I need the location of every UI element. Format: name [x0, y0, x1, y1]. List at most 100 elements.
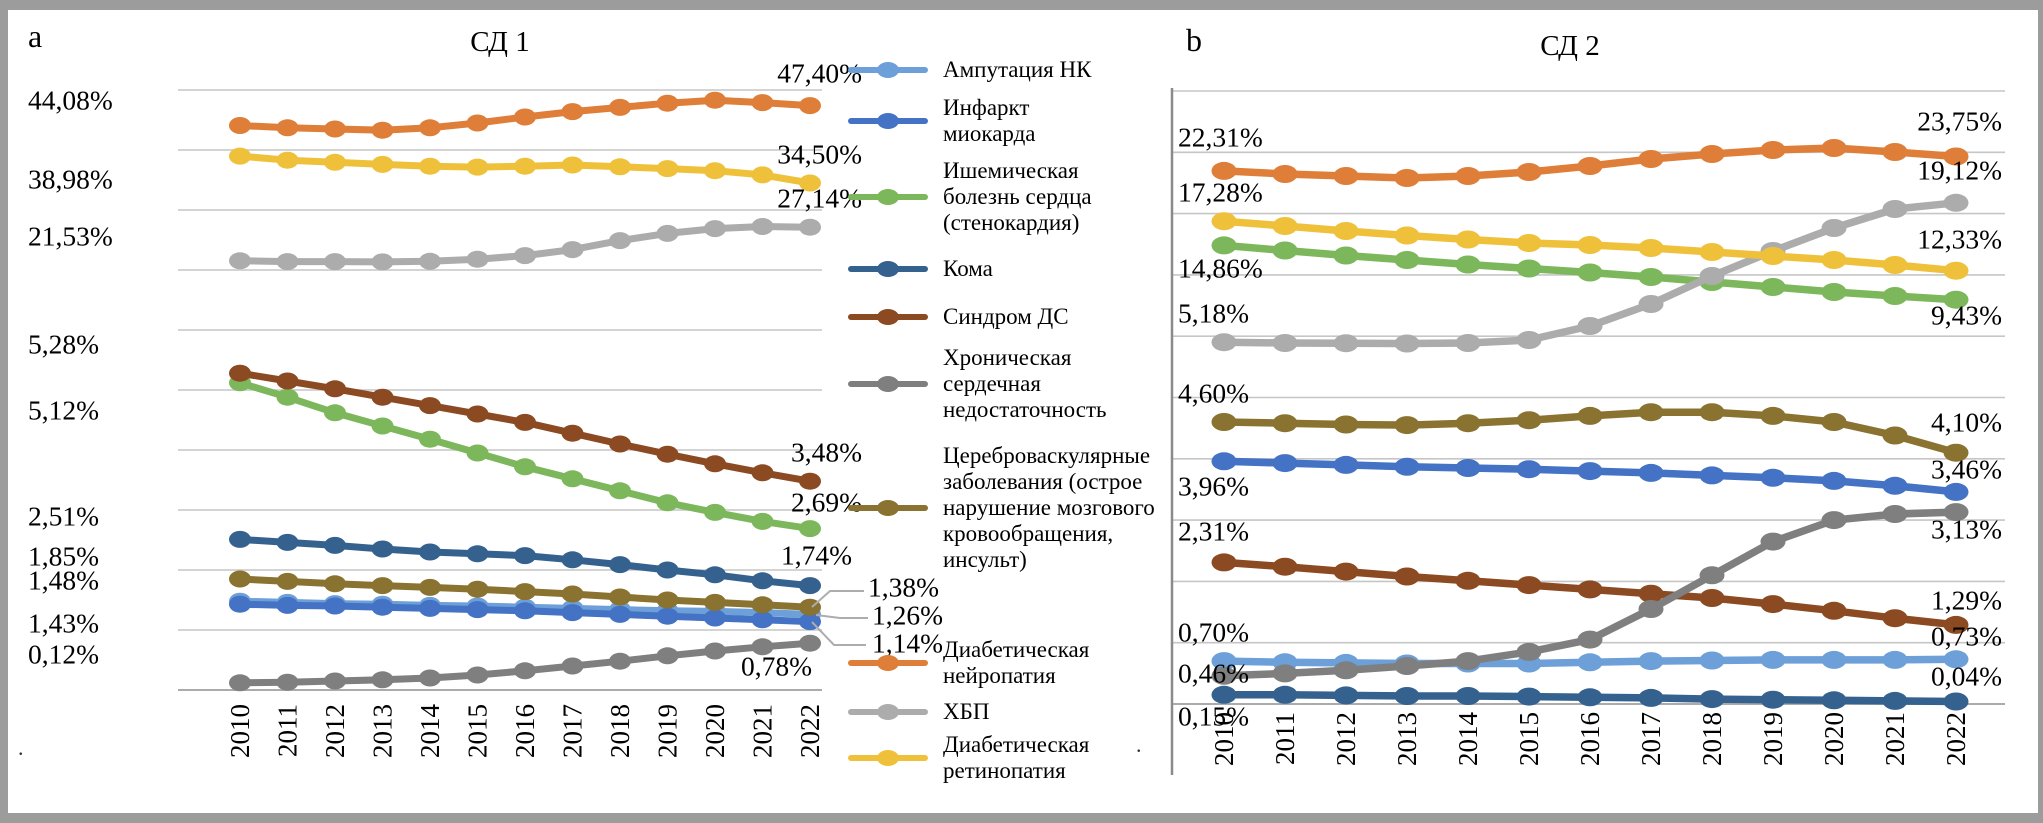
- x-axis-label-a: 2021: [748, 704, 778, 758]
- data-point-cvd: [751, 596, 774, 614]
- value-label-dfs-start: 5,28%: [28, 328, 99, 359]
- value-label-dfs-end: 1,29%: [1931, 584, 2002, 615]
- data-point-ckd: [371, 253, 394, 271]
- data-point-chf: [1211, 666, 1237, 685]
- data-point-dfs: [1272, 557, 1298, 576]
- x-axis-label-a: 2017: [558, 704, 588, 758]
- label-leader-line: [815, 614, 868, 619]
- legend-label: Цереброваскулярные заболевания (острое н…: [943, 443, 1155, 572]
- data-point-dfs: [229, 364, 251, 382]
- data-point-ckd: [561, 241, 584, 259]
- series-cvd-b: [1211, 403, 1969, 462]
- data-point-cvd: [1333, 415, 1359, 434]
- panel-b-letter: b: [1186, 22, 1202, 58]
- data-point-infarction: [1882, 476, 1908, 495]
- data-point-neuropathy: [276, 119, 299, 137]
- data-point-infarction: [561, 604, 584, 622]
- data-point-retinopathy: [419, 157, 441, 175]
- x-axis-label-b: 2010: [1209, 712, 1239, 766]
- value-label-cvd-end: 4,10%: [1931, 406, 2002, 437]
- data-point-coma: [1272, 685, 1298, 704]
- data-point-ckd: [704, 220, 726, 238]
- data-point-ihd: [371, 417, 394, 435]
- data-point-ckd: [1699, 267, 1725, 285]
- data-point-neuropathy: [371, 121, 394, 139]
- data-point-chf: [466, 666, 489, 684]
- value-label-amputation-end: 0,73%: [1931, 620, 2002, 651]
- series-infarction-b: [1211, 452, 1969, 501]
- data-point-ckd: [276, 253, 299, 271]
- x-axis-label-b: 2022: [1941, 712, 1971, 766]
- data-point-coma: [419, 543, 441, 561]
- series-dfs-b: [1211, 553, 1969, 634]
- data-point-retinopathy: [1943, 261, 1969, 280]
- data-point-ckd: [229, 252, 251, 270]
- data-point-neuropathy: [229, 117, 251, 134]
- data-point-chf: [1333, 661, 1359, 680]
- data-point-chf: [514, 662, 536, 680]
- data-point-dfs: [1516, 576, 1542, 595]
- data-point-ihd: [1272, 241, 1298, 260]
- data-point-coma: [1394, 687, 1420, 705]
- data-point-coma: [751, 572, 774, 590]
- x-axis-label-b: 2012: [1331, 712, 1361, 766]
- value-label-retinopathy-start: 17,28%: [1178, 176, 1263, 207]
- data-point-coma: [561, 551, 584, 569]
- data-point-retinopathy: [1211, 212, 1237, 231]
- data-point-dfs: [1577, 580, 1603, 599]
- data-point-dfs: [561, 424, 584, 442]
- artifact-dot-right: .: [1136, 732, 1142, 757]
- data-point-amputation: [1943, 650, 1969, 669]
- data-point-coma: [1211, 685, 1237, 704]
- data-point-coma: [371, 540, 394, 558]
- legend-item-neuropathy: Диабетическая нейропатия: [848, 637, 1165, 689]
- data-point-neuropathy: [799, 97, 821, 115]
- value-label-ckd-end: 19,12%: [1917, 154, 2002, 185]
- data-point-ihd: [751, 512, 774, 530]
- data-point-amputation: [1211, 652, 1237, 671]
- value-label-cvd-end: 1,38%: [868, 571, 939, 602]
- data-point-infarction: [1211, 452, 1237, 471]
- value-label-neuropathy-end: 23,75%: [1917, 105, 2002, 136]
- data-point-ckd: [466, 250, 489, 268]
- data-point-chf: [1882, 505, 1908, 523]
- data-point-chf: [276, 673, 299, 691]
- data-point-retinopathy: [1272, 217, 1298, 235]
- data-point-infarction: [1760, 468, 1786, 487]
- x-axis-label-a: 2015: [463, 704, 493, 758]
- data-point-neuropathy: [1821, 139, 1847, 157]
- data-point-coma: [466, 545, 489, 563]
- legend-label: Диабетическая нейропатия: [943, 637, 1090, 688]
- value-label-ihd-end: 2,69%: [791, 486, 862, 517]
- data-point-cvd: [324, 575, 346, 593]
- legend-marker-neuropathy-icon: [848, 654, 928, 672]
- data-point-infarction: [1638, 463, 1664, 482]
- data-point-coma: [656, 561, 679, 579]
- data-point-dfs: [276, 372, 299, 390]
- value-label-ihd-start: 5,12%: [28, 394, 99, 425]
- data-point-retinopathy: [1516, 234, 1542, 252]
- data-point-ihd: [1394, 251, 1420, 269]
- data-point-cvd: [609, 588, 631, 606]
- value-label-coma-start: 2,51%: [28, 500, 99, 531]
- x-axis-label-a: 2020: [700, 704, 730, 758]
- data-point-coma: [704, 566, 726, 584]
- data-point-retinopathy: [1455, 230, 1481, 249]
- value-label-ckd-start: 5,18%: [1178, 297, 1249, 328]
- data-point-cvd: [371, 577, 394, 595]
- value-label-chf-end: 0,78%: [741, 650, 812, 681]
- series-ckd-a: [229, 218, 821, 271]
- legend-item-chf: Хроническая сердечная недостаточность: [848, 345, 1165, 423]
- data-point-dfs: [1333, 562, 1359, 581]
- gridlines-b: [1172, 90, 2005, 705]
- legend-item-infarction: Инфаркт миокарда: [848, 95, 1165, 147]
- data-point-ckd: [656, 224, 679, 242]
- data-point-neuropathy: [1394, 169, 1420, 187]
- data-point-chf: [371, 671, 394, 689]
- data-point-chf: [1272, 664, 1298, 683]
- x-axis-label-b: 2013: [1392, 712, 1422, 766]
- data-point-neuropathy: [1272, 165, 1298, 183]
- x-axis-label-a: 2011: [273, 704, 303, 757]
- frame-border-right: [2038, 0, 2043, 823]
- data-point-retinopathy: [656, 160, 679, 178]
